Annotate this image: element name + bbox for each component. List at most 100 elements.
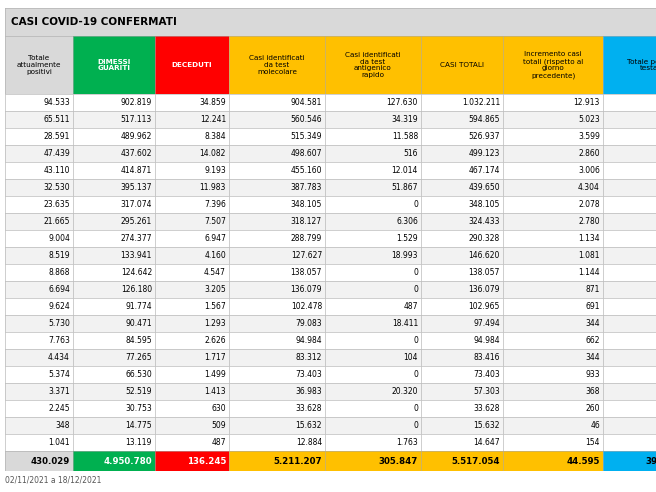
Text: 2.078: 2.078 bbox=[579, 200, 600, 209]
Text: 324.433: 324.433 bbox=[468, 217, 500, 226]
Text: 34.319: 34.319 bbox=[392, 115, 418, 124]
Text: 20.320: 20.320 bbox=[392, 387, 418, 396]
Text: 662: 662 bbox=[586, 336, 600, 345]
Text: 1.134: 1.134 bbox=[579, 234, 600, 243]
Text: 14.775: 14.775 bbox=[125, 421, 152, 430]
Text: 594.865: 594.865 bbox=[468, 115, 500, 124]
Text: 39.900.805: 39.900.805 bbox=[646, 457, 656, 465]
Text: 43.110: 43.110 bbox=[43, 166, 70, 175]
Text: 6.947: 6.947 bbox=[204, 234, 226, 243]
Text: 21.665: 21.665 bbox=[43, 217, 70, 226]
Text: 83.416: 83.416 bbox=[474, 353, 500, 362]
Text: 560.546: 560.546 bbox=[291, 115, 322, 124]
Text: 5.374: 5.374 bbox=[48, 370, 70, 379]
Text: 94.533: 94.533 bbox=[43, 98, 70, 107]
Text: 138.057: 138.057 bbox=[468, 268, 500, 277]
Text: 0: 0 bbox=[413, 200, 418, 209]
Text: 2.860: 2.860 bbox=[579, 149, 600, 158]
Text: 57.303: 57.303 bbox=[473, 387, 500, 396]
Text: 13.119: 13.119 bbox=[126, 438, 152, 447]
Text: 517.113: 517.113 bbox=[121, 115, 152, 124]
Text: 66.530: 66.530 bbox=[125, 370, 152, 379]
Text: 15.632: 15.632 bbox=[474, 421, 500, 430]
Text: 387.783: 387.783 bbox=[291, 183, 322, 192]
Text: 7.763: 7.763 bbox=[48, 336, 70, 345]
Text: 15.632: 15.632 bbox=[295, 421, 322, 430]
Text: 467.174: 467.174 bbox=[468, 166, 500, 175]
Text: 83.312: 83.312 bbox=[296, 353, 322, 362]
Text: 1.081: 1.081 bbox=[579, 251, 600, 260]
Text: 455.160: 455.160 bbox=[291, 166, 322, 175]
Text: 487: 487 bbox=[403, 302, 418, 311]
Text: 0: 0 bbox=[413, 285, 418, 294]
Text: 414.871: 414.871 bbox=[121, 166, 152, 175]
Text: 0: 0 bbox=[413, 336, 418, 345]
Text: 318.127: 318.127 bbox=[291, 217, 322, 226]
Text: 91.774: 91.774 bbox=[125, 302, 152, 311]
Text: 395.137: 395.137 bbox=[121, 183, 152, 192]
Text: 1.041: 1.041 bbox=[49, 438, 70, 447]
Text: 348.105: 348.105 bbox=[468, 200, 500, 209]
Text: 489.962: 489.962 bbox=[121, 132, 152, 141]
Text: 33.628: 33.628 bbox=[474, 404, 500, 413]
Text: Casi identificati
da test
antigenico
rapido: Casi identificati da test antigenico rap… bbox=[345, 52, 401, 78]
Text: 439.650: 439.650 bbox=[468, 183, 500, 192]
Text: 133.941: 133.941 bbox=[121, 251, 152, 260]
Text: 9.004: 9.004 bbox=[48, 234, 70, 243]
Text: 630: 630 bbox=[211, 404, 226, 413]
Text: 933: 933 bbox=[585, 370, 600, 379]
Text: 2.780: 2.780 bbox=[579, 217, 600, 226]
Text: 295.261: 295.261 bbox=[121, 217, 152, 226]
Text: 344: 344 bbox=[585, 353, 600, 362]
Text: 5.023: 5.023 bbox=[578, 115, 600, 124]
Text: 1.032.211: 1.032.211 bbox=[462, 98, 500, 107]
Text: 437.602: 437.602 bbox=[121, 149, 152, 158]
Text: 12.014: 12.014 bbox=[392, 166, 418, 175]
Text: DECEDUTI: DECEDUTI bbox=[172, 62, 213, 68]
Text: 52.519: 52.519 bbox=[125, 387, 152, 396]
Text: 2.245: 2.245 bbox=[49, 404, 70, 413]
Text: 288.799: 288.799 bbox=[291, 234, 322, 243]
Text: 9.624: 9.624 bbox=[49, 302, 70, 311]
Text: 274.377: 274.377 bbox=[121, 234, 152, 243]
Text: 8.868: 8.868 bbox=[49, 268, 70, 277]
Text: CASI COVID-19 CONFERMATI: CASI COVID-19 CONFERMATI bbox=[11, 17, 177, 27]
Text: 136.079: 136.079 bbox=[291, 285, 322, 294]
Text: 7.396: 7.396 bbox=[204, 200, 226, 209]
Text: 36.983: 36.983 bbox=[295, 387, 322, 396]
Text: 5.730: 5.730 bbox=[48, 319, 70, 328]
Text: 1.567: 1.567 bbox=[204, 302, 226, 311]
Text: 11.588: 11.588 bbox=[392, 132, 418, 141]
Text: 77.265: 77.265 bbox=[125, 353, 152, 362]
Text: 65.511: 65.511 bbox=[43, 115, 70, 124]
Text: 902.819: 902.819 bbox=[121, 98, 152, 107]
Text: 102.478: 102.478 bbox=[291, 302, 322, 311]
Text: CASI TOTALI: CASI TOTALI bbox=[440, 62, 484, 68]
Text: 28.591: 28.591 bbox=[44, 132, 70, 141]
Text: 871: 871 bbox=[586, 285, 600, 294]
Text: 2.626: 2.626 bbox=[205, 336, 226, 345]
Text: 138.057: 138.057 bbox=[291, 268, 322, 277]
Text: 18.411: 18.411 bbox=[392, 319, 418, 328]
Text: 102.965: 102.965 bbox=[468, 302, 500, 311]
Text: 509: 509 bbox=[211, 421, 226, 430]
Text: 6.306: 6.306 bbox=[396, 217, 418, 226]
Text: 127.630: 127.630 bbox=[386, 98, 418, 107]
Text: 1.144: 1.144 bbox=[579, 268, 600, 277]
Text: 499.123: 499.123 bbox=[468, 149, 500, 158]
Text: 516: 516 bbox=[403, 149, 418, 158]
Text: 18.993: 18.993 bbox=[392, 251, 418, 260]
Text: 904.581: 904.581 bbox=[291, 98, 322, 107]
Text: 73.403: 73.403 bbox=[473, 370, 500, 379]
Text: 127.627: 127.627 bbox=[291, 251, 322, 260]
Text: 4.160: 4.160 bbox=[204, 251, 226, 260]
Text: 317.074: 317.074 bbox=[121, 200, 152, 209]
Text: 0: 0 bbox=[413, 268, 418, 277]
Text: 23.635: 23.635 bbox=[43, 200, 70, 209]
Text: 487: 487 bbox=[211, 438, 226, 447]
Text: 305.847: 305.847 bbox=[379, 457, 418, 465]
Text: 368: 368 bbox=[586, 387, 600, 396]
Text: 84.595: 84.595 bbox=[125, 336, 152, 345]
Text: 33.628: 33.628 bbox=[295, 404, 322, 413]
Text: 126.180: 126.180 bbox=[121, 285, 152, 294]
